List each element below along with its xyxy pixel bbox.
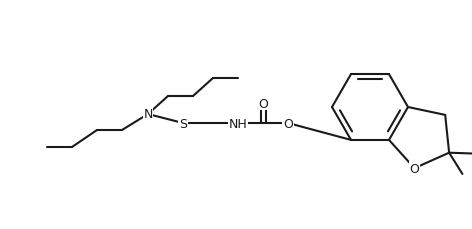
Text: NH: NH: [228, 117, 247, 130]
Text: N: N: [143, 108, 152, 121]
Text: O: O: [258, 97, 268, 110]
Text: O: O: [283, 117, 293, 130]
Text: S: S: [179, 117, 187, 130]
Text: O: O: [410, 162, 419, 175]
